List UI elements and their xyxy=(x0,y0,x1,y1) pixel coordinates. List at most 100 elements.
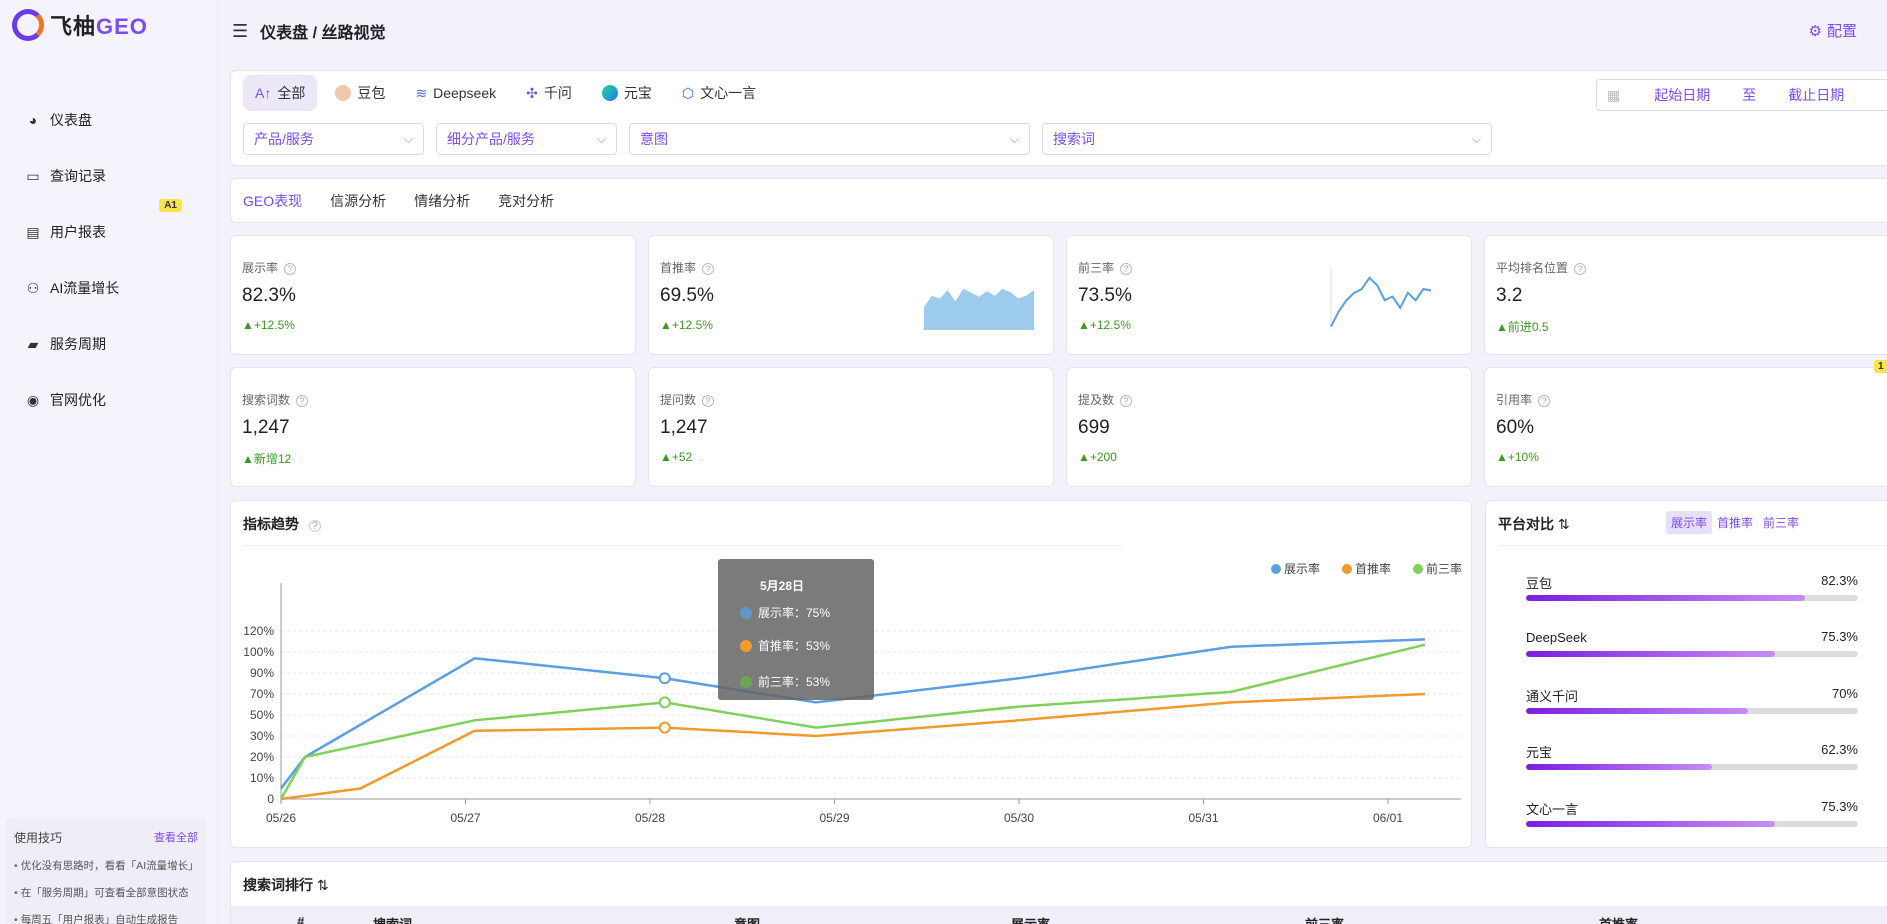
help-icon[interactable]: ? xyxy=(308,520,321,532)
help-icon[interactable]: ? xyxy=(702,263,715,275)
sidebar-item-query-records[interactable]: ▭ 查询记录 xyxy=(0,148,218,204)
y-tick-label: 20% xyxy=(250,750,274,764)
doubao-icon xyxy=(335,85,352,101)
keyword-select[interactable]: 搜索词 ⌵ xyxy=(1042,123,1492,155)
wenxin-icon: ⬡ xyxy=(681,84,695,101)
column-header[interactable]: 意图 xyxy=(734,914,760,924)
tips-title: 使用技巧 xyxy=(14,831,63,845)
column-header[interactable]: 首推率 xyxy=(1599,914,1638,924)
tab-geo-performance[interactable]: GEO表现 xyxy=(243,192,303,209)
globe-icon: ◉ xyxy=(26,391,40,408)
series-line xyxy=(279,643,1426,800)
highlight-point xyxy=(658,696,671,709)
kpi-delta: ▲+52 xyxy=(660,450,693,464)
kpi-card-keyword-count: 搜索词数? 1,247 ▲新增12 xyxy=(230,367,636,487)
x-tick-label: 05/27 xyxy=(450,811,480,825)
help-icon[interactable]: ? xyxy=(1574,263,1587,275)
sort-icon[interactable]: ⇅ xyxy=(1557,516,1570,532)
column-header[interactable]: 前三率 xyxy=(1305,914,1344,924)
platform-value: 75.3% xyxy=(1821,799,1858,814)
platform-name: 豆包 xyxy=(1526,576,1553,591)
kpi-value: 3.2 xyxy=(1496,285,1523,306)
tooltip-row: 前三率：53% xyxy=(758,675,831,689)
start-date[interactable]: 起始日期 xyxy=(1654,87,1711,103)
chart-tooltip: 5月28日 展示率：75% 首推率：53% 前三率：53% xyxy=(718,559,874,700)
metric-toggle: 展示率 首推率 前三率 xyxy=(1665,511,1804,534)
y-tick-label: 10% xyxy=(250,771,274,785)
platform-name: 元宝 xyxy=(1526,745,1553,760)
filter-selects: 产品/服务 ⌵ 细分产品/服务 ⌵ 意图 ⌵ 搜索词 ⌵ xyxy=(243,123,1492,155)
tab-sentiment-analysis[interactable]: 情绪分析 xyxy=(414,192,471,209)
sidebar-item-label: 查询记录 xyxy=(50,168,106,184)
metric-first-button[interactable]: 首推率 xyxy=(1716,516,1753,530)
tab-all[interactable]: A↑ 全部 xyxy=(243,75,318,111)
y-tick-label: 50% xyxy=(250,708,274,722)
help-icon[interactable]: ? xyxy=(702,395,715,407)
product-select[interactable]: 产品/服务 ⌵ xyxy=(243,123,424,155)
tab-doubao[interactable]: 豆包 xyxy=(323,75,397,111)
x-tick-label: 05/28 xyxy=(635,811,665,825)
binoculars-icon: ⚇ xyxy=(26,279,40,296)
legend-dot xyxy=(1271,564,1281,574)
pin-badge: 1 xyxy=(1874,360,1887,373)
tooltip-title: 5月28日 xyxy=(760,579,805,593)
sidebar-item-service-cycle[interactable]: ▰ 服务周期 xyxy=(0,316,218,372)
metric-exposure-button[interactable]: 展示率 xyxy=(1665,511,1712,534)
progress-bar xyxy=(1526,708,1858,714)
sub-product-select[interactable]: 细分产品/服务 ⌵ xyxy=(436,123,617,155)
help-icon[interactable]: ? xyxy=(1538,395,1551,407)
kpi-label: 引用率 xyxy=(1496,393,1533,407)
sidebar-item-ai-growth[interactable]: ⚇ AI流量增长 xyxy=(0,260,218,316)
sidebar-item-user-reports[interactable]: ▤ 用户报表 A1 xyxy=(0,199,218,260)
tab-qianwen[interactable]: ✣ 千问 xyxy=(514,75,584,111)
config-icon: ⚙ xyxy=(1808,22,1822,40)
help-icon[interactable]: ? xyxy=(1120,395,1133,407)
column-header[interactable]: 展示率 xyxy=(1011,914,1050,924)
tab-yuanbao[interactable]: 元宝 xyxy=(590,75,664,111)
tooltip-row: 首推率：53% xyxy=(758,639,831,653)
legend-label: 展示率 xyxy=(1284,561,1320,576)
line-sparkline xyxy=(1330,268,1432,330)
legend-dot xyxy=(740,606,752,619)
tab-competitor-analysis[interactable]: 竞对分析 xyxy=(498,192,555,209)
kpi-value: 82.3% xyxy=(242,285,296,306)
brand-name-cn: 飞柚 xyxy=(50,14,97,39)
sidebar-item-dashboard[interactable]: ◕ 仪表盘 xyxy=(0,92,218,148)
kpi-label: 提问数 xyxy=(660,393,697,407)
sidebar-item-label: 用户报表 xyxy=(50,224,106,240)
date-range-picker[interactable]: ▦ 起始日期 至 截止日期 xyxy=(1596,79,1887,111)
view-all-link[interactable]: 查看全部 xyxy=(154,832,198,844)
series-line xyxy=(280,692,1425,801)
platform-name: DeepSeek xyxy=(1526,630,1587,645)
platform-value: 82.3% xyxy=(1821,573,1858,588)
tab-source-analysis[interactable]: 信源分析 xyxy=(330,192,387,209)
sidebar-item-site-optimization[interactable]: ◉ 官网优化 xyxy=(0,372,218,428)
column-header[interactable]: 搜索词 xyxy=(373,914,412,924)
sort-icon[interactable]: ⇅ xyxy=(316,877,329,893)
kpi-card-top3: 前三率? 73.5% ▲+12.5% xyxy=(1066,235,1472,355)
kpi-label: 首推率 xyxy=(660,261,697,275)
help-icon[interactable]: ? xyxy=(284,263,297,275)
logo[interactable]: 飞柚GEO xyxy=(12,8,148,42)
monitor-icon: ▭ xyxy=(26,167,40,184)
sidebar-item-label: 官网优化 xyxy=(50,392,106,408)
chevron-down-icon: ⌵ xyxy=(1471,131,1481,146)
kpi-delta: ▲+12.5% xyxy=(660,318,713,332)
help-icon[interactable]: ? xyxy=(296,395,309,407)
help-icon[interactable]: ? xyxy=(1120,263,1133,275)
logo-icon xyxy=(12,9,44,41)
progress-fill xyxy=(1526,708,1749,714)
dashboard-icon: ◕ xyxy=(28,112,38,128)
menu-toggle-icon[interactable]: ☰ xyxy=(232,20,249,41)
platform-comparison-card: 平台对比 ⇅ 展示率 首推率 前三率 豆包 82.3% DeepSeek 75.3%… xyxy=(1485,500,1887,848)
tab-wenxin[interactable]: ⬡ 文心一言 xyxy=(670,75,768,111)
column-header[interactable]: # xyxy=(297,914,305,924)
tip-item: 每周五「用户报表」自动生成报告 xyxy=(14,912,198,924)
intent-select[interactable]: 意图 ⌵ xyxy=(629,123,1030,155)
config-button[interactable]: ⚙ 配置 xyxy=(1809,20,1857,41)
filter-panel: A↑ 全部 豆包 ≋ Deepseek ✣ 千问 元宝 ⬡ 文心一言 ▦ 起始日期 至 … xyxy=(230,70,1887,166)
legend-dot xyxy=(1413,564,1423,574)
end-date[interactable]: 截止日期 xyxy=(1788,87,1845,103)
tab-deepseek[interactable]: ≋ Deepseek xyxy=(403,75,508,111)
metric-top3-button[interactable]: 前三率 xyxy=(1762,516,1799,530)
